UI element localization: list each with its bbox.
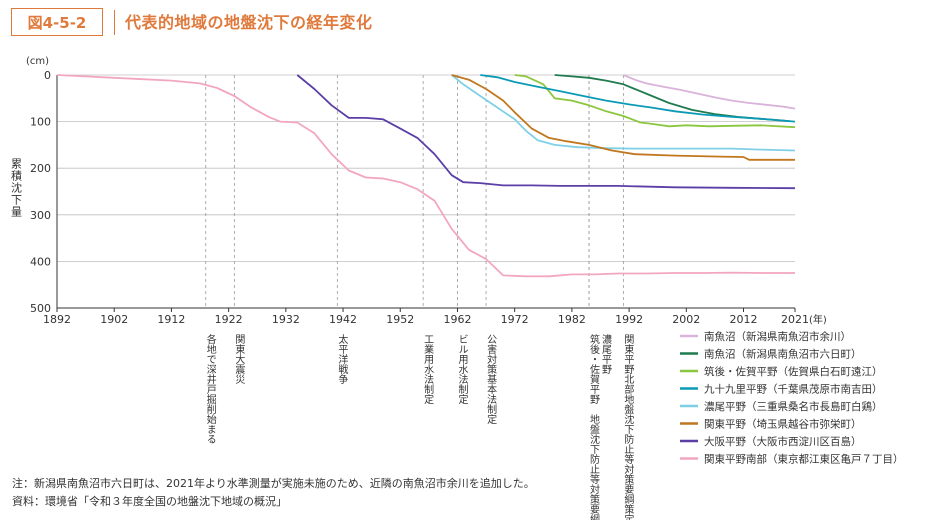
legend: 南魚沼（新潟県南魚沼市余川） 南魚沼（新潟県南魚沼市六日町） 筑後・佐賀平野（佐賀県… (680, 330, 904, 466)
x-axis-label: (年) (809, 313, 827, 326)
figure-label: 図4-5-2 (11, 8, 103, 36)
x-tick-label: 1972 (501, 313, 529, 326)
x-tick-label: 1922 (215, 313, 243, 326)
y-tick-label: 500 (30, 302, 51, 315)
series-line (451, 74, 796, 152)
legend-label: 関東平野南部（東京都江東区亀戸７丁目） (704, 453, 904, 466)
series-line (56, 74, 795, 278)
legend-label: 大阪平野（大阪市西淀川区百島） (704, 435, 862, 448)
x-tick-label: 2021 (781, 313, 809, 326)
series-line (514, 74, 796, 129)
x-tick-label: 2012 (730, 313, 758, 326)
legend-label: 九十九里平野（千葉県茂原市南吉田） (704, 383, 883, 396)
chart-note: 注：新潟県南魚沼市六日町は、2021年より水準測量が実施未施のため、近隣の南魚沼… (12, 477, 535, 490)
series-line (451, 74, 795, 161)
event-label: 濃尾平野 (600, 333, 612, 374)
title-separator (114, 10, 115, 35)
series-lines (56, 74, 796, 278)
y-unit-label: (cm) (26, 56, 49, 67)
event-lines: 各地で深井戸掘削始まる 関東大震災 太平洋戦争 工業用水法制定 ビル用水法制定 公害対策基… (204, 75, 634, 520)
x-tick-label: 1982 (558, 313, 586, 326)
x-tick-label: 1962 (443, 313, 471, 326)
legend-label: 関東平野（埼玉県越谷市弥栄町） (704, 418, 862, 431)
x-tick-label: 1902 (100, 313, 128, 326)
event-label: 関東平野北部地盤沈下防止等対策要綱策定 (622, 334, 634, 520)
y-tick-label: 400 (30, 255, 51, 268)
y-tick-label: 0 (44, 69, 51, 82)
y-tick-label: 300 (30, 209, 51, 222)
series-line (623, 74, 796, 110)
x-tick-label: 2002 (672, 313, 700, 326)
x-tick-label: 1912 (157, 313, 185, 326)
x-tick-label: 1932 (272, 313, 300, 326)
event-label: 筑後・佐賀平野 地盤沈下防止等対策要綱策定 (588, 333, 600, 520)
event-label: 公害対策基本法制定 (485, 334, 497, 425)
event-label: 太平洋戦争 (336, 333, 348, 385)
figure-title: 代表的地域の地盤沈下の経年変化 (125, 13, 373, 32)
y-tick-label: 100 (30, 116, 51, 129)
x-tick-label: 1942 (329, 313, 357, 326)
series-line (480, 74, 796, 123)
axes: 0 100 200 300 400 500 (cm) 累積沈下量 1892 1902 1912 192… (10, 56, 827, 326)
x-tick-label: 1952 (386, 313, 414, 326)
legend-label: 南魚沼（新潟県南魚沼市余川） (704, 330, 851, 343)
legend-label: 濃尾平野（三重県桑名市長島町白鶏） (704, 400, 883, 413)
x-tick-label: 1992 (615, 313, 643, 326)
y-tick-label: 200 (30, 162, 51, 175)
legend-label: 筑後・佐賀平野（佐賀県白石町遠江） (704, 365, 883, 378)
y-axis-label: 累積沈下量 (10, 158, 23, 218)
legend-label: 南魚沼（新潟県南魚沼市六日町） (704, 348, 862, 361)
event-label: 関東大震災 (233, 334, 245, 384)
event-label: 工業用水法制定 (422, 334, 434, 405)
chart-source: 資料：環境省「令和３年度全国の地盤沈下地域の概況」 (12, 495, 287, 508)
x-tick-label: 1892 (43, 313, 71, 326)
event-label: 各地で深井戸掘削始まる (204, 333, 216, 444)
series-line (296, 74, 796, 190)
event-label: ビル用水法制定 (456, 334, 468, 405)
